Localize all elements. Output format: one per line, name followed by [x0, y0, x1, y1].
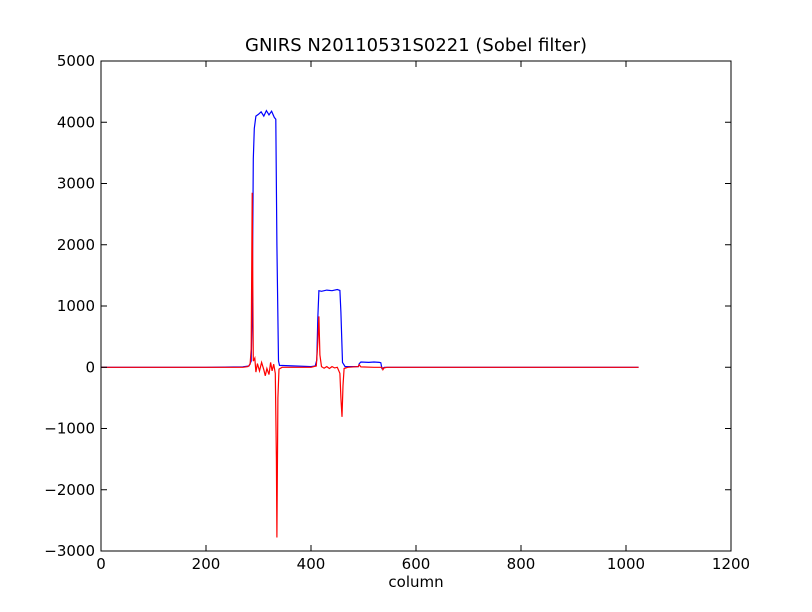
x-tick-label: 800: [507, 555, 536, 573]
y-tick-label: 2000: [57, 236, 95, 254]
x-axis-label: column: [388, 573, 443, 591]
y-tick-label: 5000: [57, 52, 95, 70]
x-tick-label: 1000: [607, 555, 645, 573]
chart-title: GNIRS N20110531S0221 (Sobel filter): [245, 35, 587, 56]
x-tick-label: 0: [96, 555, 106, 573]
x-tick-label: 600: [402, 555, 431, 573]
y-tick-label: 4000: [57, 113, 95, 131]
y-tick-label: 0: [85, 358, 95, 376]
plot-area: 0 200 400 600 800 1000 1200 −3000 −2000 −1000 0 100…: [44, 52, 750, 573]
ticks-layer: 0 200 400 600 800 1000 1200 −3000 −2000 −1000 0 100…: [44, 52, 750, 573]
y-tick-label: 1000: [57, 297, 95, 315]
y-tick-label: −1000: [44, 420, 95, 438]
y-tick-label: −3000: [44, 542, 95, 560]
x-tick-label: 1200: [712, 555, 750, 573]
y-tick-label: 3000: [57, 175, 95, 193]
x-tick-label: 400: [297, 555, 326, 573]
series-layer: [101, 109, 639, 538]
x-tick-label: 200: [192, 555, 221, 573]
series-line-2: [101, 192, 639, 538]
y-tick-label: −2000: [44, 481, 95, 499]
